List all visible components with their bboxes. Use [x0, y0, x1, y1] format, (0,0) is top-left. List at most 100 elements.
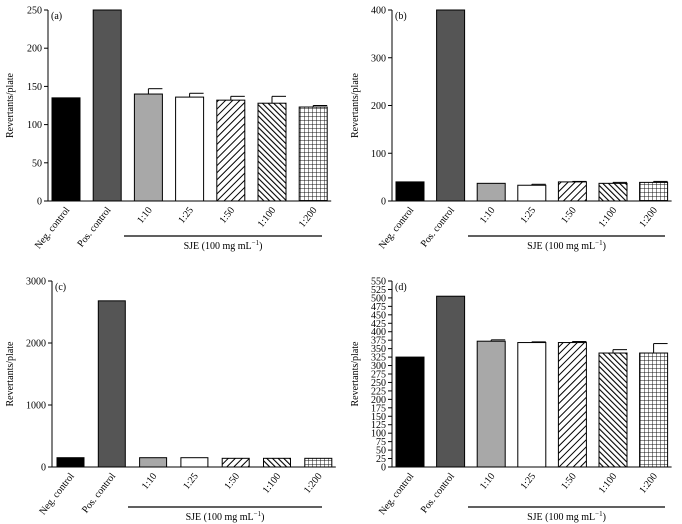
bar-1-25: [517, 184, 547, 202]
bar-1-50: [557, 342, 587, 468]
y-axis-title: Revertants/plate: [350, 341, 361, 407]
category-label: Pos. control: [75, 205, 113, 250]
bar-1-200: [639, 352, 669, 468]
bar-neg-control: [395, 181, 425, 202]
y-tick-label: 0: [381, 463, 386, 474]
y-tick-label: 250: [371, 378, 386, 389]
bar-pos-control: [436, 9, 466, 202]
y-tick-label: 150: [371, 412, 386, 423]
category-label: 1:100: [597, 205, 620, 230]
bar-1-25: [517, 342, 547, 468]
y-tick-label: 550: [371, 277, 386, 288]
bar-pos-control: [97, 300, 126, 468]
category-label: 1:200: [297, 205, 320, 230]
y-axis-title: Revertants/plate: [5, 341, 16, 407]
y-tick-label: 125: [371, 420, 386, 431]
y-tick-label: 375: [371, 336, 386, 347]
category-label: 1:25: [181, 471, 201, 492]
bar-1-10: [133, 93, 163, 202]
y-tick-label: 225: [371, 386, 386, 397]
category-label: 1:10: [478, 205, 498, 226]
y-axis-title: Revertants/plate: [350, 72, 361, 138]
bar-1-10: [139, 457, 168, 468]
category-label: 1:25: [176, 205, 196, 226]
category-label: 1:10: [135, 205, 155, 226]
y-tick-label: 150: [27, 82, 42, 93]
y-tick-label: 350: [371, 344, 386, 355]
category-label: 1:50: [222, 471, 242, 492]
y-tick-label: 175: [371, 403, 386, 414]
category-label: Pos. control: [419, 471, 457, 516]
y-axis-title: Revertants/plate: [5, 72, 16, 138]
y-tick-label: 275: [371, 370, 386, 381]
y-tick-label: 100: [371, 149, 386, 160]
bar-neg-control: [56, 457, 85, 468]
y-tick-label: 0: [41, 463, 46, 474]
y-tick-label: 75: [376, 437, 386, 448]
panel-label: (c): [55, 282, 66, 293]
y-tick-label: 100: [27, 120, 42, 131]
panel-d: 0255075100125150175200225250275300325350…: [350, 277, 672, 523]
category-label: 1:50: [218, 205, 238, 226]
bar-1-25: [180, 457, 209, 468]
bar-neg-control: [395, 356, 425, 468]
panel-c: 0 1000 2000 3000 Revertants/plate (c) Neg. con…: [5, 277, 336, 523]
panel-label: (a): [51, 11, 62, 22]
y-tick-label: 425: [371, 319, 386, 330]
group-label: SJE (100 mg mL−1): [527, 239, 606, 252]
y-tick-label: 400: [371, 6, 386, 17]
bar-1-200: [639, 181, 669, 202]
category-label: 1:100: [261, 471, 284, 496]
group-label: SJE (100 mg mL−1): [527, 510, 606, 523]
category-label: Neg. control: [33, 205, 73, 251]
y-tick-label: 50: [32, 158, 42, 169]
category-label: Neg. control: [377, 205, 417, 251]
category-label: Pos. control: [80, 471, 118, 516]
bar-1-50: [221, 457, 250, 468]
bar-1-25: [175, 96, 205, 202]
y-tick-label: 200: [27, 44, 42, 55]
panel-b: 0 100 200 300 400 Revertants/plate (b) Neg. con…: [350, 6, 672, 252]
category-label: 1:25: [519, 205, 539, 226]
y-tick-label: 200: [371, 395, 386, 406]
bar-1-10: [476, 340, 506, 468]
y-tick-label: 325: [371, 353, 386, 364]
y-tick-label: 475: [371, 302, 386, 313]
category-label: Pos. control: [419, 205, 457, 250]
category-label: 1:10: [140, 471, 160, 492]
bar-1-100: [263, 457, 291, 468]
bar-1-50: [557, 181, 587, 202]
bar-1-100: [598, 352, 628, 468]
bar-neg-control: [51, 97, 81, 202]
y-tick-label: 300: [371, 53, 386, 64]
y-tick-label: 200: [371, 101, 386, 112]
bar-1-50: [216, 99, 246, 202]
bar-1-100: [598, 182, 628, 202]
y-tick-label: 3000: [26, 277, 46, 288]
category-label: Neg. control: [377, 471, 417, 517]
bar-pos-control: [92, 9, 122, 202]
y-tick-label: 1000: [26, 401, 46, 412]
panel-label: (b): [395, 11, 407, 22]
panel-a: 0 50 100 150 200 250 Revertants/plate (a) Neg. c…: [5, 6, 332, 252]
y-tick-label: 0: [37, 197, 42, 208]
y-tick-label: 50: [376, 446, 386, 457]
category-label: 1:50: [559, 205, 579, 226]
bar-pos-control: [436, 295, 466, 468]
category-label: 1:200: [637, 471, 660, 496]
y-tick-label: 2000: [26, 339, 46, 350]
y-tick-label: 450: [371, 310, 386, 321]
bar-1-200: [298, 106, 328, 202]
category-label: 1:50: [559, 471, 579, 492]
category-label: 1:200: [637, 205, 660, 230]
panel-label: (d): [395, 282, 407, 293]
y-tick-label: 500: [371, 293, 386, 304]
group-label: SJE (100 mg mL−1): [184, 239, 263, 252]
category-label: 1:100: [597, 471, 620, 496]
bar-1-10: [476, 182, 506, 202]
category-label: 1:200: [302, 471, 325, 496]
y-tick-label: 525: [371, 285, 386, 296]
y-tick-label: 25: [376, 454, 386, 465]
y-tick-label: 250: [27, 6, 42, 17]
